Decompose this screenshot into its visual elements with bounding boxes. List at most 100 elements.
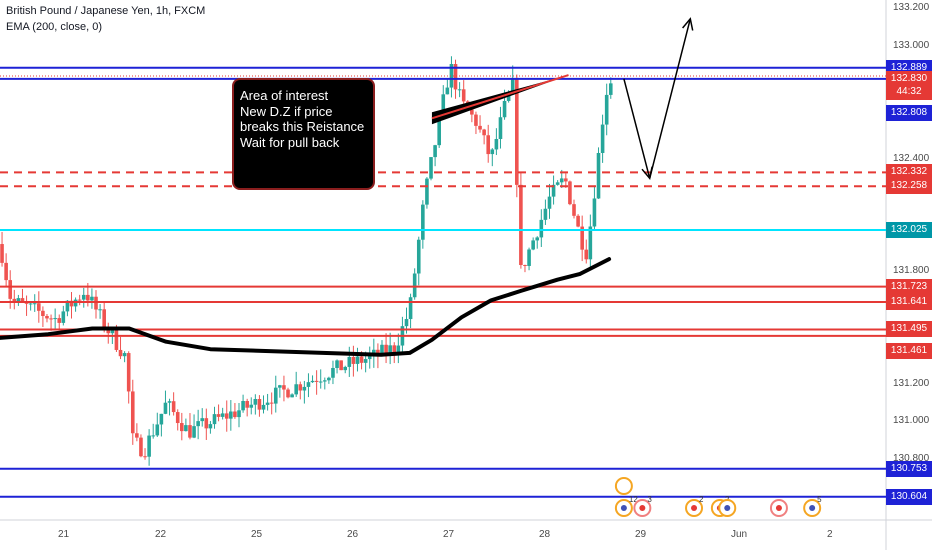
candle-body xyxy=(81,294,86,300)
candle-body xyxy=(130,391,135,434)
price-tag: 130.753 xyxy=(886,460,932,477)
candle-body xyxy=(519,184,523,266)
candle-body xyxy=(155,424,160,436)
candle-body xyxy=(86,294,90,301)
candle-body xyxy=(347,356,352,367)
candle-body xyxy=(278,385,282,388)
candle-body xyxy=(302,386,307,391)
candle-body xyxy=(486,135,491,155)
candle-body xyxy=(523,265,527,267)
candle-body xyxy=(372,349,376,355)
candle-body xyxy=(600,124,605,153)
candle-body xyxy=(257,399,262,410)
candle-body xyxy=(118,349,123,357)
candle-body xyxy=(470,109,474,115)
candle-body xyxy=(527,249,531,266)
candle-body xyxy=(318,381,323,383)
resistance-wedge-edge xyxy=(431,74,569,120)
candle-body xyxy=(425,178,429,205)
candle-body xyxy=(65,300,70,312)
candle-body xyxy=(167,401,172,403)
candle-body xyxy=(445,87,450,95)
candle-body xyxy=(282,385,286,390)
candle-body xyxy=(159,413,164,425)
candle-body xyxy=(461,89,466,102)
candle-body xyxy=(147,435,151,457)
candle-body xyxy=(204,418,209,429)
candle-body xyxy=(114,330,119,350)
candle-body xyxy=(314,380,319,382)
candle-body xyxy=(171,401,176,413)
candle-body xyxy=(392,345,397,353)
candle-body xyxy=(294,384,298,395)
candle-body xyxy=(200,418,205,422)
event-marker-dot xyxy=(639,505,646,511)
price-tag: 131.723 xyxy=(886,278,932,295)
candle-body xyxy=(163,402,168,414)
candle-body xyxy=(298,384,303,391)
candle-body xyxy=(396,345,401,353)
candle-body xyxy=(535,237,540,241)
annotation-box[interactable]: Area of interest New D.Z if price breaks… xyxy=(232,78,375,190)
candle-body xyxy=(98,309,102,311)
price-axis-tick: 131.200 xyxy=(893,377,930,389)
candle-body xyxy=(37,303,41,311)
candle-body xyxy=(437,115,441,146)
candle-body xyxy=(580,226,584,250)
candle-body xyxy=(208,424,213,429)
uk-flag-icon xyxy=(614,477,633,495)
price-tag: 131.641 xyxy=(886,294,932,311)
candle-body xyxy=(498,117,503,139)
forecast-arrowhead-down xyxy=(641,166,653,180)
price-tag: 132.808 xyxy=(886,104,932,121)
candle-body xyxy=(245,401,249,408)
candle-body xyxy=(224,413,229,419)
event-marker-count: 2 xyxy=(699,495,704,504)
candle-body xyxy=(57,318,62,323)
candle-body xyxy=(474,114,478,126)
candle-body xyxy=(531,240,535,250)
candle-body xyxy=(53,318,57,320)
candle-body xyxy=(331,367,335,378)
time-axis-tick: 26 xyxy=(347,529,359,540)
candle-body xyxy=(416,239,421,274)
price-axis-tick: 130.800 xyxy=(893,452,930,464)
price-tag: 44:32 xyxy=(886,83,932,100)
candle-body xyxy=(376,349,380,356)
price-tag: 131.495 xyxy=(886,321,932,338)
price-axis-tick: 132.400 xyxy=(893,152,930,164)
candle-body xyxy=(408,297,413,320)
candle-body xyxy=(555,182,560,185)
candle-body xyxy=(449,64,454,88)
candle-body xyxy=(196,421,200,427)
event-marker-dot xyxy=(775,505,782,511)
price-tag: 132.025 xyxy=(886,221,932,238)
candle-body xyxy=(139,437,143,457)
candle-body xyxy=(588,226,593,260)
event-marker-dot xyxy=(620,505,627,511)
symbol-legend: British Pound / Japanese Yen, 1h, FXCM xyxy=(6,5,206,17)
candle-body xyxy=(384,344,388,354)
candle-body xyxy=(233,411,237,418)
candle-body xyxy=(306,382,311,387)
candle-body xyxy=(592,198,597,227)
candle-body xyxy=(261,404,266,410)
candle-body xyxy=(363,359,368,363)
candle-body xyxy=(0,244,4,263)
candle-body xyxy=(343,366,348,371)
candle-body xyxy=(253,399,258,405)
candle-body xyxy=(596,152,601,199)
price-axis-tick: 131.800 xyxy=(893,265,930,277)
candle-body xyxy=(412,273,417,298)
candle-body xyxy=(216,414,221,417)
candle-body xyxy=(110,330,115,334)
annotation-line: Wait for pull back xyxy=(240,134,340,150)
time-axis-tick: 25 xyxy=(251,529,263,540)
time-axis-tick: 29 xyxy=(635,529,647,540)
time-axis-tick: 2 xyxy=(827,529,833,540)
candle-body xyxy=(510,77,515,93)
candle-body xyxy=(482,129,486,136)
ema-200-line xyxy=(0,257,612,357)
candle-body xyxy=(269,402,274,404)
